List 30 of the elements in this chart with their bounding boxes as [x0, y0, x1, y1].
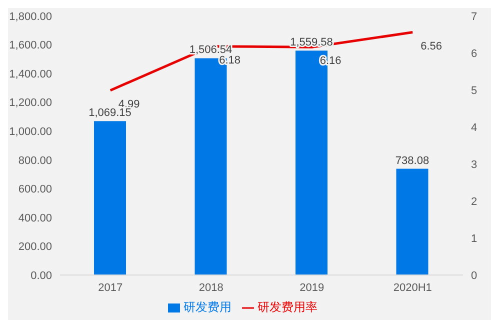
bar — [396, 168, 428, 275]
y2-tick-label: 3 — [471, 158, 478, 171]
y2-tick-label: 6 — [471, 48, 478, 60]
bar — [94, 121, 126, 275]
y2-tick-label: 4 — [471, 122, 478, 134]
x-tick-label: 2018 — [198, 282, 224, 294]
y-tick-label: 0.00 — [30, 270, 52, 282]
y2-tick-label: 5 — [471, 84, 478, 97]
x-tick-label: 2019 — [300, 282, 324, 294]
data-label: 6.56 — [420, 40, 442, 52]
data-label: 738.08 — [395, 154, 430, 167]
y2-tick-label: 2 — [471, 196, 478, 208]
y2-tick-label: 0 — [471, 270, 478, 282]
line-series — [109, 31, 414, 92]
y2-tick-label: 1 — [471, 232, 478, 245]
y-tick-label: 1,600.00 — [9, 40, 52, 52]
y-tick-label: 1,400.00 — [9, 68, 52, 80]
data-label: 1,069.15 — [88, 107, 132, 120]
y-tick-label: 600.00 — [18, 184, 52, 196]
y-tick-label: 1,800.00 — [9, 10, 52, 23]
x-tick-label: 2017 — [98, 282, 123, 294]
y-tick-label: 800.00 — [18, 154, 52, 167]
y-tick-label: 1,000.00 — [9, 126, 52, 138]
legend-label: 研发费用率 — [258, 300, 318, 314]
x-tick-label: 2020H1 — [393, 282, 432, 294]
y2-tick-label: 7 — [471, 10, 478, 23]
legend-label: 研发费用 — [184, 300, 232, 314]
y-tick-label: 200.00 — [18, 241, 52, 254]
y-tick-label: 400.00 — [18, 212, 52, 224]
y-tick-label: 1,200.00 — [9, 97, 52, 110]
